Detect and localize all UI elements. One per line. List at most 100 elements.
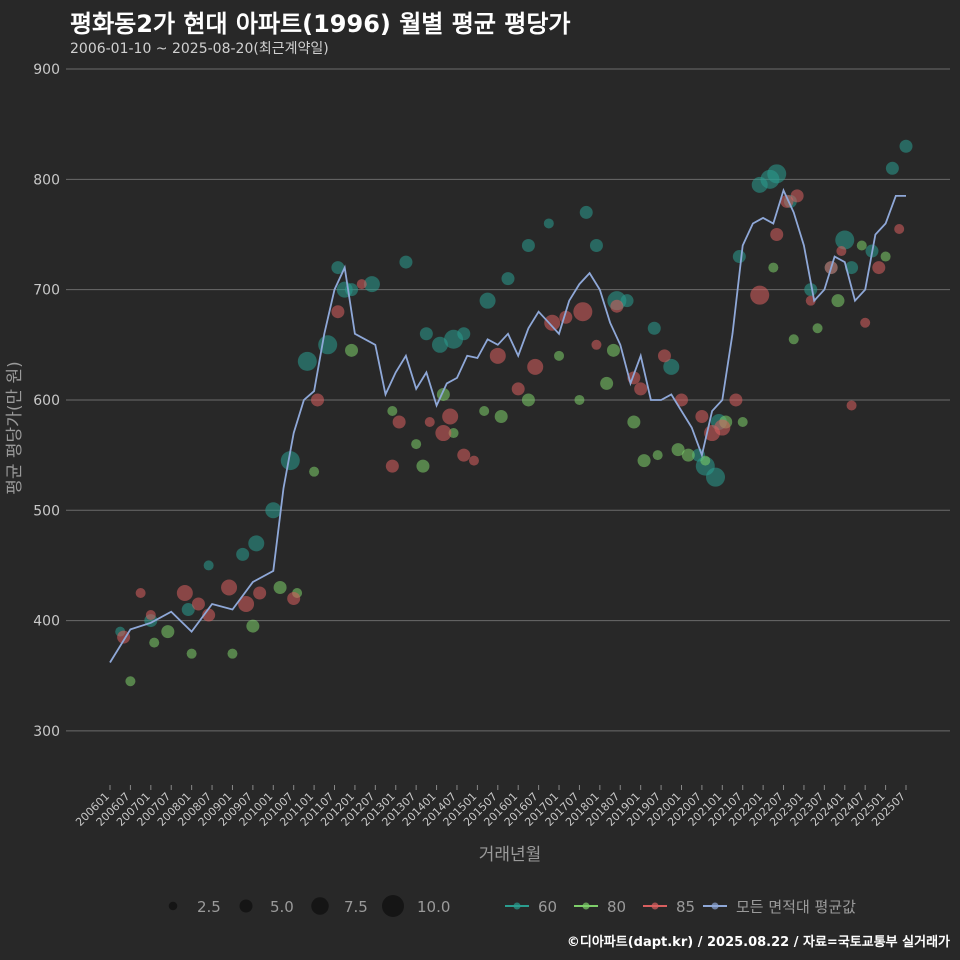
scatter-point-85 — [657, 349, 671, 363]
scatter-point-85 — [527, 358, 544, 375]
scatter-point-60 — [732, 250, 746, 264]
scatter-point-60 — [419, 327, 433, 341]
legend-size-marker — [168, 901, 178, 911]
scatter-point-80 — [161, 625, 175, 639]
scatter-point-60 — [543, 218, 554, 229]
y-tick-label: 500 — [33, 503, 60, 519]
y-axis-label: 평균 평당가(만 원) — [5, 361, 25, 495]
scatter-point-85 — [191, 597, 205, 611]
scatter-point-60 — [845, 261, 859, 275]
scatter-point-85 — [610, 299, 624, 313]
scatter-point-80 — [149, 637, 160, 648]
legend-size-label: 7.5 — [344, 898, 368, 916]
scatter-point-80 — [627, 415, 641, 429]
scatter-point-85 — [221, 579, 238, 596]
scatter-point-85 — [331, 305, 345, 319]
scatter-point-85 — [846, 400, 857, 411]
scatter-point-85 — [714, 419, 731, 436]
scatter-point-80 — [856, 240, 867, 251]
scatter-point-80 — [227, 648, 238, 659]
scatter-point-85 — [729, 393, 743, 407]
scatter-point-85 — [287, 592, 301, 606]
scatter-point-60 — [521, 239, 535, 253]
scatter-point-85 — [238, 596, 255, 613]
chart-title: 평화동2가 현대 아파트(1996) 월별 평균 평당가 — [70, 10, 571, 38]
scatter-point-60 — [181, 603, 195, 617]
scatter-point-85 — [176, 584, 193, 601]
scatter-point-85 — [894, 223, 905, 234]
scatter-point-85 — [468, 455, 479, 466]
x-tick-labels: 2006012006072007012007072008012008072009… — [73, 785, 908, 829]
scatter-point-85 — [442, 408, 459, 425]
legend-size-label: 5.0 — [270, 898, 294, 916]
scatter-point-80 — [652, 450, 663, 461]
scatter-point-80 — [574, 394, 585, 405]
scatter-point-85 — [872, 261, 886, 275]
scatter-point-60 — [885, 161, 899, 175]
scatter-point-60 — [899, 139, 913, 153]
scatter-point-80 — [411, 439, 422, 450]
legend-series-dot — [582, 902, 590, 910]
scatter-point-85 — [135, 587, 146, 598]
scatter-point-85 — [311, 393, 325, 407]
scatter-point-60 — [835, 230, 855, 250]
scatter-point-80 — [880, 251, 891, 262]
scatter-point-80 — [309, 466, 320, 477]
scatter-point-80 — [768, 262, 779, 273]
legend-size-marker — [311, 897, 329, 915]
scatter-point-85 — [435, 425, 452, 442]
scatter-point-85 — [457, 448, 471, 462]
scatter-point-60 — [663, 358, 680, 375]
footer-credit: ©디아파트(dapt.kr) / 2025.08.22 / 자료=국토교통부 실… — [566, 935, 950, 950]
scatter-point-85 — [860, 317, 871, 328]
grid-layer — [66, 68, 950, 732]
scatter-point-80 — [737, 417, 748, 428]
scatter-point-60 — [589, 239, 603, 253]
scatter-point-85 — [790, 189, 804, 203]
chart-subtitle: 2006-01-10 ~ 2025-08-20(최근계약일) — [70, 41, 329, 57]
scatter-point-80 — [494, 410, 508, 423]
scatter-point-85 — [573, 302, 593, 322]
scatter-point-60 — [203, 560, 214, 571]
scatter-point-60 — [457, 327, 471, 341]
scatter-point-60 — [265, 502, 282, 519]
scatter-point-85 — [356, 279, 367, 290]
scatter-point-80 — [273, 580, 287, 594]
scatter-point-80 — [831, 294, 845, 308]
legend-series-dot — [651, 902, 659, 910]
scatter-point-80 — [812, 323, 823, 334]
scatter-point-80 — [788, 334, 799, 345]
scatter-point-85 — [750, 285, 770, 305]
y-tick-label: 700 — [33, 283, 60, 299]
legend-size-label: 10.0 — [417, 898, 450, 916]
scatter-point-85 — [591, 339, 602, 350]
scatter-point-85 — [385, 459, 399, 473]
scatter-point-60 — [501, 272, 515, 286]
legend-series-label: 80 — [607, 898, 626, 916]
scatter-point-85 — [145, 610, 156, 621]
scatter-point-85 — [695, 410, 709, 423]
scatter-point-80 — [345, 343, 359, 357]
scatter-point-80 — [125, 676, 136, 687]
y-tick-label: 400 — [33, 614, 60, 630]
scatter-point-80 — [637, 454, 651, 468]
scatter-point-60 — [479, 292, 496, 309]
average-line-layer — [109, 187, 906, 663]
scatter-point-85 — [392, 415, 406, 429]
scatter-point-85 — [511, 382, 525, 396]
scatter-point-60 — [363, 276, 380, 293]
scatter-point-85 — [424, 417, 435, 428]
scatter-point-85 — [489, 347, 506, 364]
average-line — [109, 187, 906, 663]
scatter-point-60 — [706, 467, 726, 487]
y-tick-label: 800 — [33, 172, 60, 188]
scatter-point-80 — [186, 648, 197, 659]
scatter-point-80 — [681, 448, 695, 462]
scatter-point-60 — [579, 205, 593, 219]
scatter-point-80 — [448, 428, 459, 439]
scatter-point-85 — [836, 246, 847, 257]
scatter-point-60 — [767, 164, 787, 184]
scatter-point-85 — [674, 393, 688, 407]
y-tick-labels: 300 400 500 600 700 800 900 — [33, 62, 60, 740]
